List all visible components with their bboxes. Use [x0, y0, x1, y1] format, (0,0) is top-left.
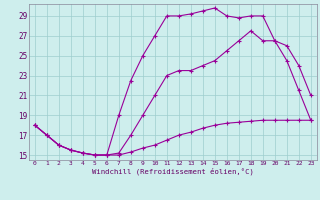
X-axis label: Windchill (Refroidissement éolien,°C): Windchill (Refroidissement éolien,°C): [92, 168, 254, 175]
